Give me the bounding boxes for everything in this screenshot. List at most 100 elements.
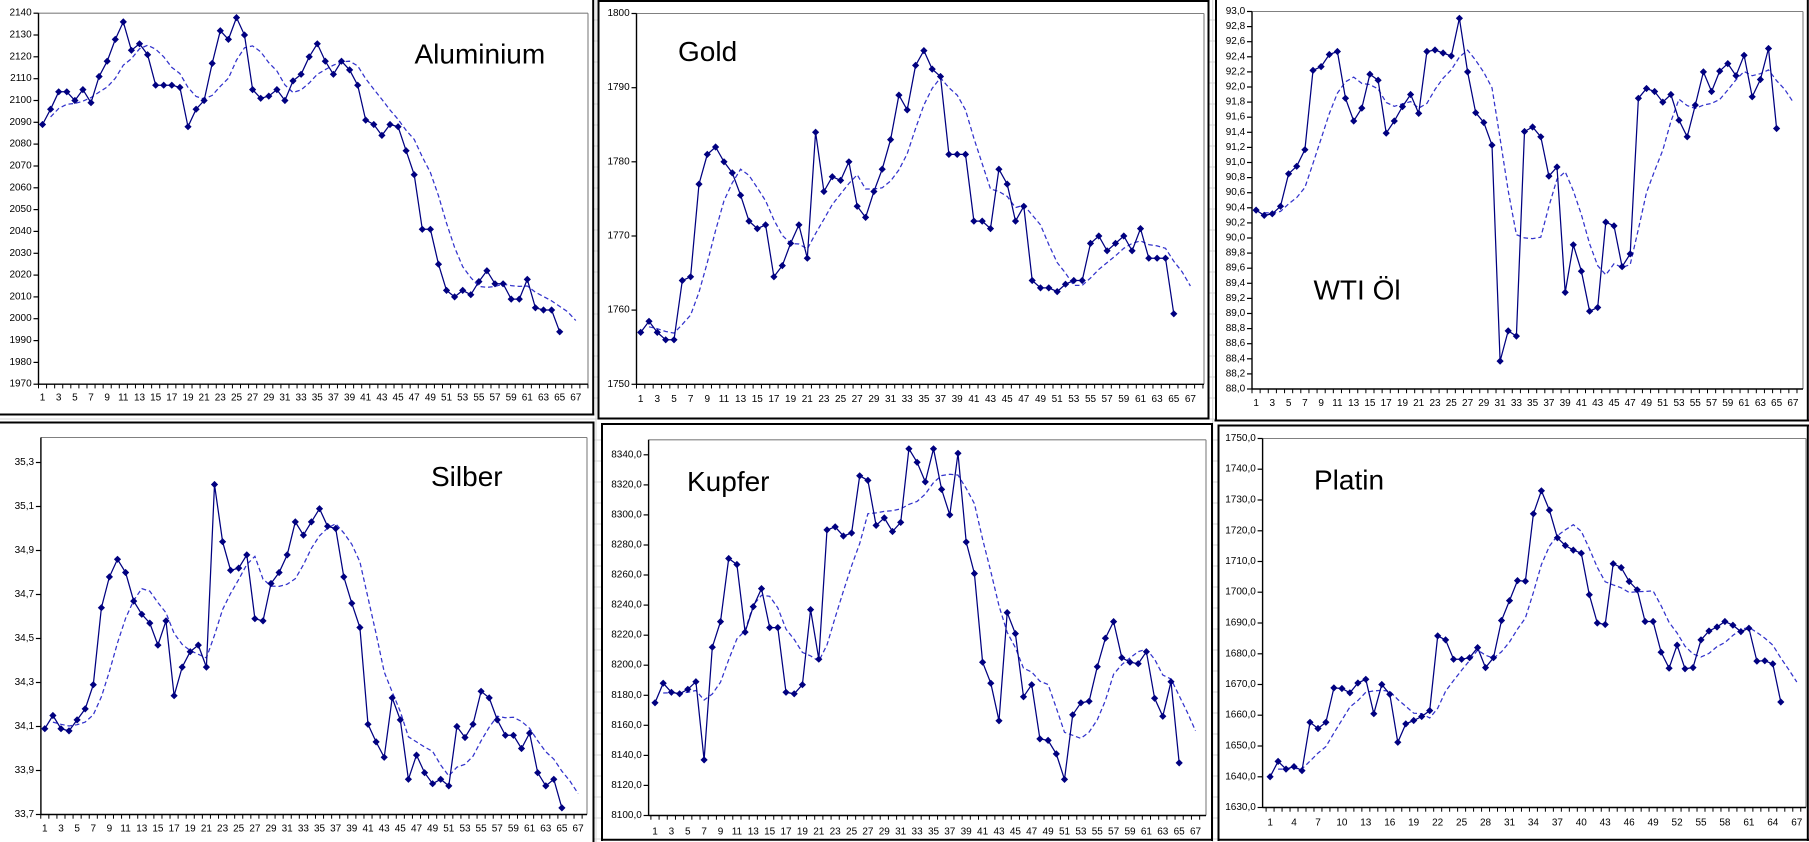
svg-text:23: 23 [215,393,227,404]
svg-text:37: 37 [1543,398,1555,409]
svg-text:5: 5 [74,824,80,835]
svg-text:1650,0: 1650,0 [1225,741,1256,752]
svg-text:WTI Öl: WTI Öl [1314,275,1401,306]
svg-text:11: 11 [118,393,129,404]
svg-text:47: 47 [1018,394,1030,405]
svg-text:49: 49 [425,393,437,404]
svg-text:25: 25 [835,394,847,405]
svg-text:51: 51 [443,824,455,835]
svg-text:89,8: 89,8 [1226,248,1246,259]
svg-text:8160,0: 8160,0 [611,720,642,731]
svg-text:92,6: 92,6 [1226,36,1246,47]
svg-text:7: 7 [1302,398,1308,409]
svg-text:27: 27 [852,394,864,405]
svg-text:61: 61 [524,824,536,835]
svg-text:45: 45 [1608,398,1620,409]
svg-text:1: 1 [652,827,658,838]
svg-text:33: 33 [912,827,924,838]
svg-text:51: 51 [441,393,453,404]
svg-text:27: 27 [249,824,261,835]
svg-text:41: 41 [360,393,372,404]
svg-text:33,7: 33,7 [15,809,35,820]
svg-text:33,9: 33,9 [15,765,35,776]
svg-text:11: 11 [1332,398,1343,409]
svg-text:19: 19 [1397,398,1409,409]
svg-text:19: 19 [797,827,809,838]
svg-text:45: 45 [1010,827,1022,838]
svg-text:58: 58 [1719,818,1731,829]
svg-text:2050: 2050 [9,204,32,215]
svg-text:8120,0: 8120,0 [611,780,642,791]
svg-text:55: 55 [1690,398,1702,409]
svg-text:21: 21 [802,394,814,405]
svg-text:1770: 1770 [607,231,630,242]
svg-text:31: 31 [1504,818,1516,829]
svg-text:37: 37 [935,394,947,405]
svg-text:92,0: 92,0 [1226,82,1246,93]
svg-text:37: 37 [944,827,956,838]
svg-text:63: 63 [1755,398,1767,409]
svg-text:92,2: 92,2 [1226,66,1246,77]
svg-text:16: 16 [1384,818,1396,829]
svg-text:5: 5 [1286,398,1292,409]
svg-text:8320,0: 8320,0 [611,479,642,490]
svg-text:1790: 1790 [607,82,630,93]
svg-text:8140,0: 8140,0 [611,750,642,761]
svg-text:17: 17 [768,394,780,405]
svg-text:35: 35 [928,827,940,838]
svg-text:47: 47 [411,824,423,835]
svg-text:1750,0: 1750,0 [1225,433,1256,444]
svg-text:40: 40 [1576,818,1588,829]
svg-text:31: 31 [885,394,897,405]
svg-text:15: 15 [152,824,164,835]
svg-text:34,1: 34,1 [15,721,35,732]
svg-text:3: 3 [1270,398,1276,409]
svg-text:51: 51 [1052,394,1064,405]
svg-text:5: 5 [685,827,691,838]
svg-text:90,6: 90,6 [1226,187,1246,198]
svg-text:1: 1 [1253,398,1259,409]
svg-text:2010: 2010 [9,291,32,302]
svg-text:63: 63 [1157,827,1169,838]
svg-text:11: 11 [120,824,131,835]
svg-text:1680,0: 1680,0 [1225,648,1256,659]
svg-text:49: 49 [1648,818,1660,829]
svg-text:55: 55 [473,393,485,404]
svg-text:91,8: 91,8 [1226,97,1246,108]
svg-text:34,3: 34,3 [15,677,35,688]
svg-text:2000: 2000 [9,313,32,324]
svg-text:41: 41 [362,824,374,835]
svg-text:9: 9 [104,393,110,404]
svg-text:1690,0: 1690,0 [1225,618,1256,629]
svg-text:2020: 2020 [9,270,32,281]
svg-text:25: 25 [846,827,858,838]
svg-text:89,0: 89,0 [1226,308,1246,319]
svg-text:2070: 2070 [9,161,32,172]
svg-text:1970: 1970 [9,379,32,390]
svg-text:2140: 2140 [9,8,32,19]
svg-text:8220,0: 8220,0 [611,630,642,641]
svg-text:25: 25 [231,393,243,404]
svg-text:59: 59 [1118,394,1130,405]
svg-text:1: 1 [638,394,644,405]
svg-text:19: 19 [182,393,194,404]
svg-text:11: 11 [732,827,743,838]
svg-text:15: 15 [150,393,162,404]
svg-text:1630,0: 1630,0 [1225,802,1256,813]
svg-text:34: 34 [1528,818,1540,829]
svg-text:35,1: 35,1 [15,501,35,512]
svg-text:93,0: 93,0 [1226,6,1246,17]
svg-text:2060: 2060 [9,182,32,193]
svg-text:45: 45 [1002,394,1014,405]
svg-text:5: 5 [72,393,78,404]
svg-text:Platin: Platin [1314,465,1384,496]
svg-text:31: 31 [282,824,294,835]
svg-text:1: 1 [42,824,48,835]
svg-text:8340,0: 8340,0 [611,449,642,460]
svg-text:41: 41 [1576,398,1588,409]
svg-text:27: 27 [1462,398,1474,409]
svg-text:55: 55 [1085,394,1097,405]
svg-text:9: 9 [1318,398,1324,409]
svg-text:67: 67 [573,824,585,835]
svg-text:19: 19 [785,394,797,405]
